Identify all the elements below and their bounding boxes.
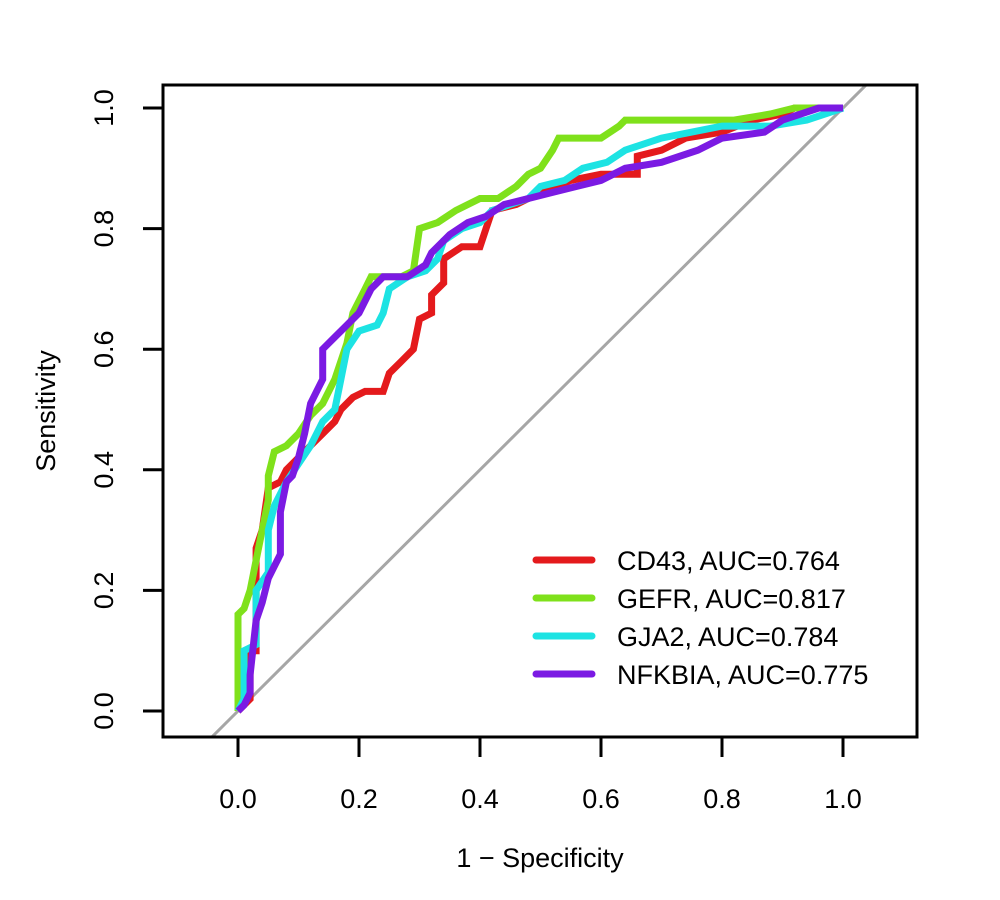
roc-curve-cd43 xyxy=(235,104,843,714)
legend-label: NFKBIA, AUC=0.775 xyxy=(617,660,868,690)
legend-item-gefr: GEFR, AUC=0.817 xyxy=(532,584,846,614)
y-axis-title: Sensitivity xyxy=(31,350,61,472)
legend: CD43, AUC=0.764 GEFR, AUC=0.817 GJA2, AUC=… xyxy=(532,546,868,690)
y-tick-label: 0.0 xyxy=(89,692,119,730)
roc-curve-gja2 xyxy=(234,104,845,713)
legend-label: GEFR, AUC=0.817 xyxy=(617,584,846,614)
y-tick-label: 1.0 xyxy=(89,89,119,127)
x-tick-label: 0.6 xyxy=(582,784,620,814)
y-tick-label: 0.2 xyxy=(89,572,119,610)
plot-frame xyxy=(161,83,919,739)
x-axis-title: 1 − Specificity xyxy=(456,843,624,873)
chance-diagonal-line xyxy=(209,85,869,737)
y-tick-label: 0.4 xyxy=(89,451,119,489)
x-tick-label: 0.4 xyxy=(461,784,499,814)
x-tick-label: 1.0 xyxy=(824,784,862,814)
legend-label: CD43, AUC=0.764 xyxy=(617,546,840,576)
plot-area xyxy=(209,85,869,737)
legend-item-cd43: CD43, AUC=0.764 xyxy=(532,546,840,576)
roc-curve-nfkbia xyxy=(235,104,843,714)
y-tick-label: 0.6 xyxy=(89,330,119,368)
y-tick-label: 0.8 xyxy=(89,210,119,248)
legend-label: GJA2, AUC=0.784 xyxy=(617,622,838,652)
x-tick-label: 0.8 xyxy=(703,784,741,814)
x-tick-label: 0.0 xyxy=(219,784,257,814)
legend-item-nfkbia: NFKBIA, AUC=0.775 xyxy=(532,660,868,690)
legend-item-gja2: GJA2, AUC=0.784 xyxy=(532,622,838,652)
x-tick-label: 0.2 xyxy=(340,784,378,814)
y-axis: 0.0 0.2 0.4 0.6 0.8 1.0 xyxy=(89,89,163,730)
x-axis: 0.0 0.2 0.4 0.6 0.8 1.0 xyxy=(219,737,862,814)
